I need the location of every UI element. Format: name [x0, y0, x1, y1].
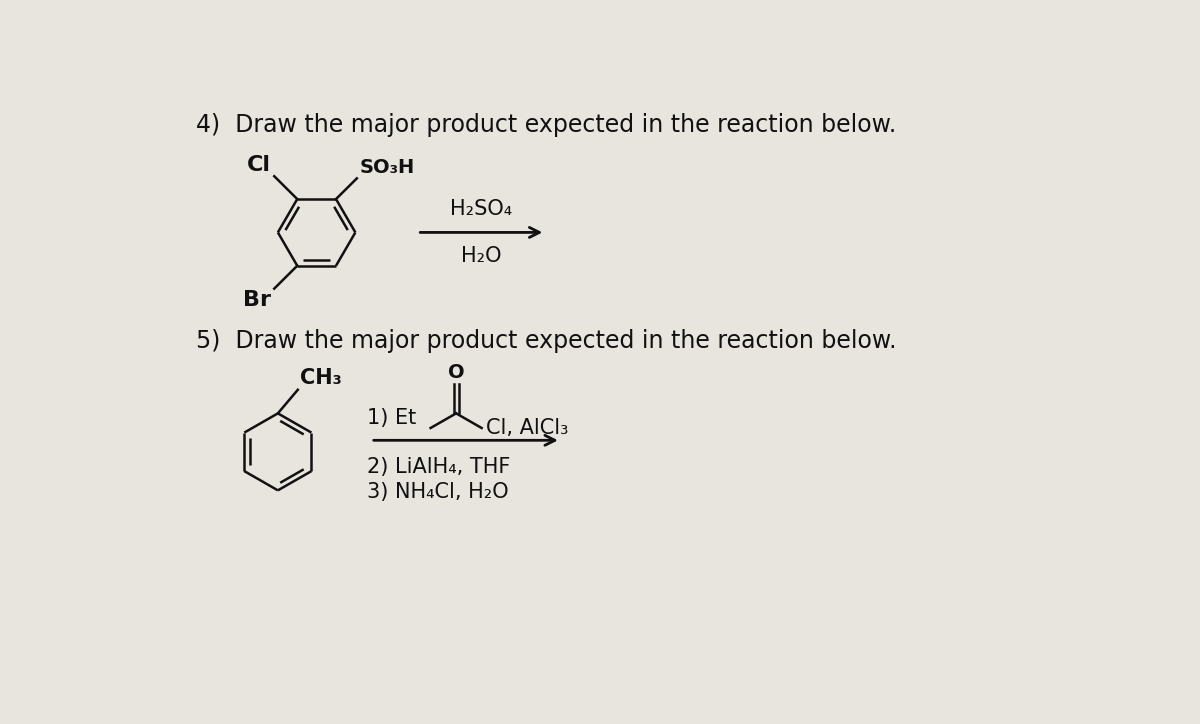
Text: 1) Et: 1) Et — [367, 408, 416, 428]
Text: 4)  Draw the major product expected in the reaction below.: 4) Draw the major product expected in th… — [197, 113, 896, 137]
Text: 3) NH₄Cl, H₂O: 3) NH₄Cl, H₂O — [367, 482, 509, 502]
Text: 5)  Draw the major product expected in the reaction below.: 5) Draw the major product expected in th… — [197, 329, 898, 353]
Text: 2) LiAlH₄, THF: 2) LiAlH₄, THF — [367, 458, 510, 477]
Text: H₂SO₄: H₂SO₄ — [450, 198, 512, 219]
Text: Cl: Cl — [247, 155, 271, 174]
Text: Cl, AlCl₃: Cl, AlCl₃ — [486, 418, 569, 438]
Text: Br: Br — [244, 290, 271, 310]
Text: O: O — [448, 363, 464, 382]
Text: CH₃: CH₃ — [300, 369, 342, 388]
Text: SO₃H: SO₃H — [359, 158, 414, 177]
Text: H₂O: H₂O — [461, 246, 502, 266]
